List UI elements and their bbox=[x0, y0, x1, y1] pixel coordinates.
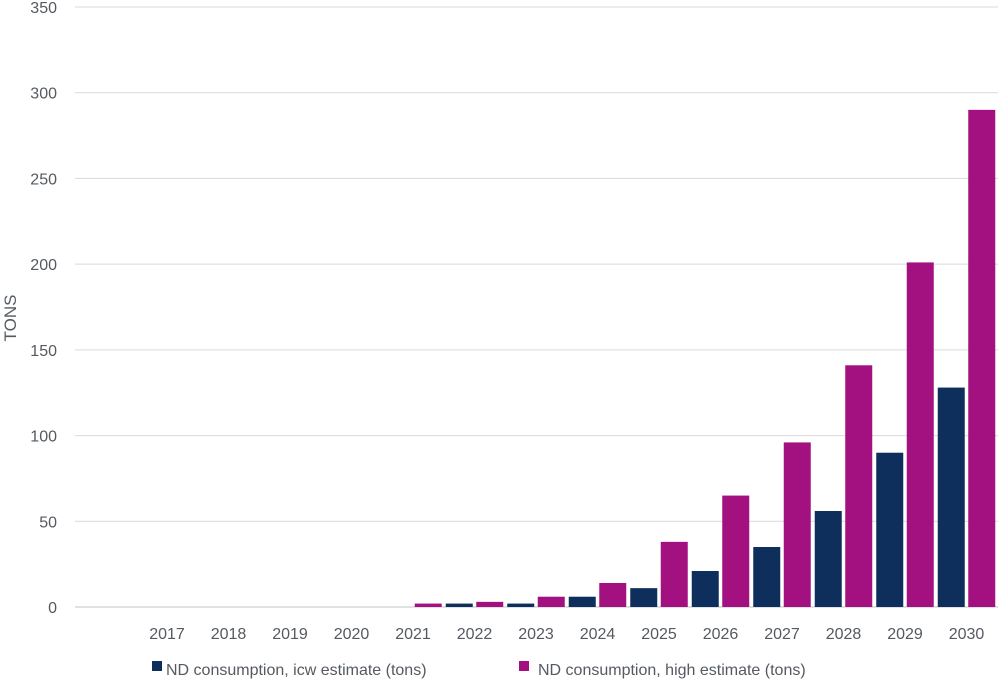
legend-item-icw: ND consumption, icw estimate (tons) bbox=[152, 661, 427, 679]
bar-high-estimate bbox=[599, 583, 627, 607]
bar-high-estimate bbox=[968, 109, 996, 607]
bar-high-estimate bbox=[722, 495, 750, 607]
y-axis-title: TONS bbox=[1, 295, 20, 342]
x-tick-label: 2019 bbox=[272, 626, 308, 643]
x-tick-label: 2028 bbox=[826, 626, 862, 643]
x-tick-label: 2026 bbox=[703, 626, 739, 643]
x-tick-label: 2027 bbox=[764, 626, 800, 643]
grid-layer bbox=[75, 6, 998, 608]
bars-layer bbox=[414, 109, 996, 607]
bar-high-estimate bbox=[476, 601, 504, 607]
bar-icw-estimate bbox=[876, 452, 904, 607]
y-tick-label: 150 bbox=[30, 343, 57, 360]
bar-high-estimate bbox=[414, 603, 442, 607]
bar-icw-estimate bbox=[630, 588, 658, 607]
y-tick-label: 100 bbox=[30, 429, 57, 446]
x-tick-label: 2023 bbox=[518, 626, 554, 643]
y-axis-ticks: 0 50 100 150 200 250 300 350 bbox=[30, 0, 57, 617]
bar-high-estimate bbox=[660, 541, 688, 607]
x-tick-label: 2018 bbox=[211, 626, 247, 643]
x-tick-label: 2029 bbox=[887, 626, 923, 643]
bar-icw-estimate bbox=[507, 603, 535, 607]
bar-high-estimate bbox=[906, 262, 934, 607]
x-tick-label: 2024 bbox=[580, 626, 616, 643]
bar-high-estimate bbox=[783, 442, 811, 607]
bar-icw-estimate bbox=[568, 596, 596, 607]
bar-high-estimate bbox=[537, 596, 565, 607]
x-axis-ticks: 2017 2018 2019 2020 2021 2022 2023 2024 2025 2026… bbox=[149, 626, 984, 643]
y-tick-label: 0 bbox=[48, 600, 57, 617]
x-tick-label: 2017 bbox=[149, 626, 185, 643]
y-tick-label: 200 bbox=[30, 257, 57, 274]
bar-high-estimate bbox=[845, 365, 873, 607]
x-tick-label: 2021 bbox=[395, 626, 431, 643]
bar-icw-estimate bbox=[753, 547, 781, 607]
legend-label-icw: ND consumption, icw estimate (tons) bbox=[166, 662, 427, 679]
x-tick-label: 2020 bbox=[334, 626, 370, 643]
bar-icw-estimate bbox=[445, 603, 473, 607]
legend-label-high: ND consumption, high estimate (tons) bbox=[538, 662, 806, 679]
bar-icw-estimate bbox=[937, 387, 965, 607]
y-tick-label: 350 bbox=[30, 0, 57, 17]
y-tick-label: 50 bbox=[39, 514, 57, 531]
bar-icw-estimate bbox=[691, 571, 719, 607]
legend: ND consumption, icw estimate (tons) ND c… bbox=[152, 661, 806, 679]
x-tick-label: 2025 bbox=[641, 626, 677, 643]
y-tick-label: 300 bbox=[30, 86, 57, 103]
y-tick-label: 250 bbox=[30, 171, 57, 188]
legend-swatch-high bbox=[519, 661, 529, 671]
x-tick-label: 2030 bbox=[949, 626, 985, 643]
legend-swatch-icw bbox=[152, 661, 162, 671]
bar-icw-estimate bbox=[814, 511, 842, 607]
x-tick-label: 2022 bbox=[457, 626, 493, 643]
legend-item-high: ND consumption, high estimate (tons) bbox=[519, 661, 806, 679]
